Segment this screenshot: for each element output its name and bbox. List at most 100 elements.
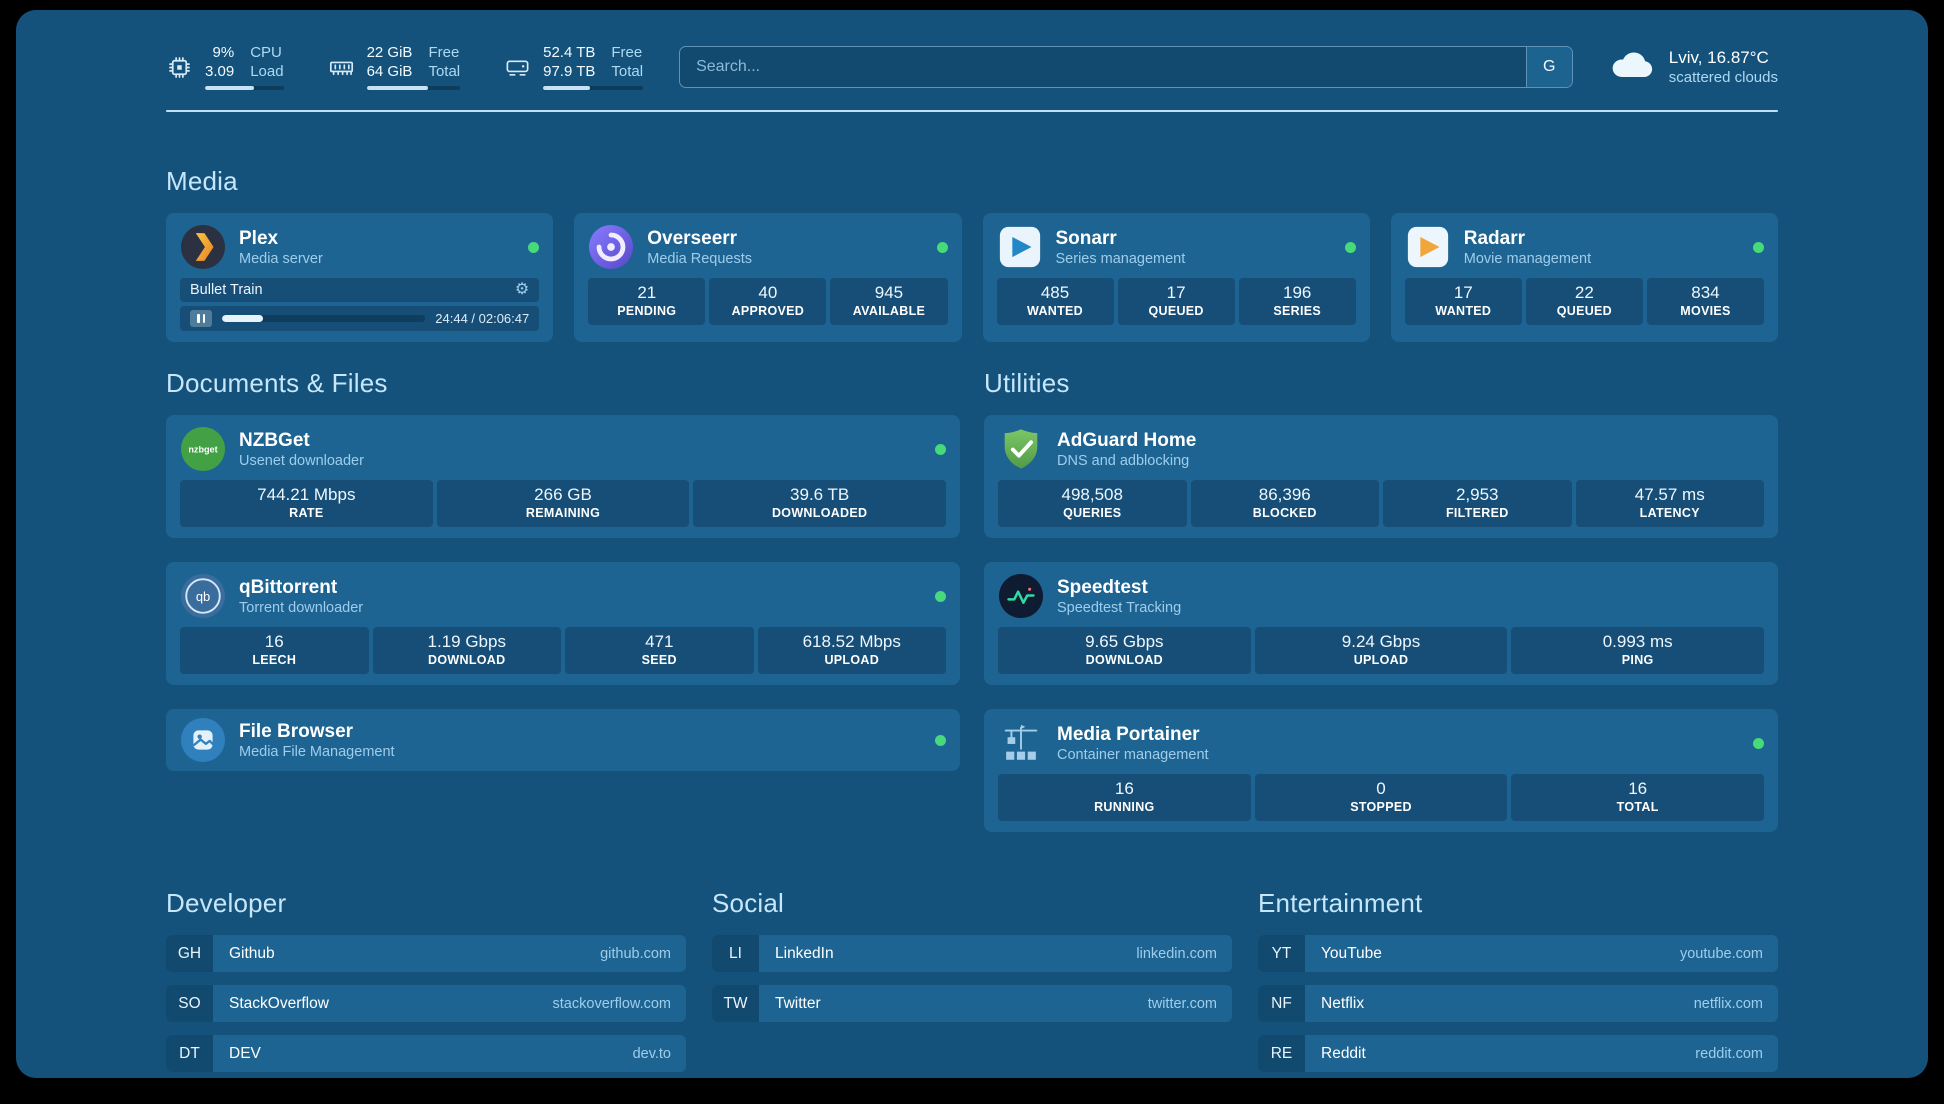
stat-total: 16 TOTAL (1511, 774, 1764, 821)
section-media: Media Plex Medi (166, 166, 1778, 342)
status-dot (935, 443, 946, 455)
status-dot (1753, 241, 1764, 253)
service-stats: 16 LEECH 1.19 Gbps DOWNLOAD 471 SEED (180, 627, 946, 674)
stat-download: 9.65 Gbps DOWNLOAD (998, 627, 1251, 674)
bookmark-abbr: DT (166, 1035, 213, 1072)
service-subtitle: Media File Management (239, 743, 395, 760)
stat-leech: 16 LEECH (180, 627, 369, 674)
service-card-qbittorrent[interactable]: qb qBittorrent Torrent downloader (166, 562, 960, 685)
bookmark-stackoverflow[interactable]: SO StackOverflow stackoverflow.com (166, 985, 686, 1022)
section-title-documents: Documents & Files (166, 368, 388, 398)
service-subtitle: Series management (1055, 250, 1186, 267)
bookmark-name: Twitter (775, 994, 821, 1012)
bookmark-youtube[interactable]: YT YouTube youtube.com (1258, 935, 1778, 972)
bookmark-name: Github (229, 944, 275, 962)
bookmark-group-entertainment: Entertainment YT YouTube youtube.com NF … (1258, 888, 1778, 1072)
bookmark-reddit[interactable]: RE Reddit reddit.com (1258, 1035, 1778, 1072)
cpu-load-label: Load (250, 63, 284, 80)
nzbget-icon: nzbget (180, 426, 226, 472)
filebrowser-icon (180, 717, 226, 763)
service-subtitle: Speedtest Tracking (1057, 599, 1182, 616)
speedtest-icon (998, 573, 1044, 619)
bookmark-linkedin[interactable]: LI LinkedIn linkedin.com (712, 935, 1232, 972)
stat-queued: 17 QUEUED (1117, 278, 1235, 325)
service-card-sonarr[interactable]: Sonarr Series management 485 WANTED 17 Q… (982, 213, 1370, 342)
disk-usage-bar (543, 86, 644, 90)
service-stats: 9.65 Gbps DOWNLOAD 9.24 Gbps UPLOAD 0.99… (998, 627, 1764, 674)
disk-total-label: Total (611, 63, 644, 80)
weather-location-temp: Lviv, 16.87°C (1668, 48, 1769, 67)
section-title-utilities: Utilities (984, 368, 1070, 398)
bookmark-netflix[interactable]: NF Netflix netflix.com (1258, 985, 1778, 1022)
cpu-usage-value: 9% (212, 44, 235, 61)
adguard-icon (998, 426, 1044, 472)
top-bar: 9% CPU 3.09 Load (166, 44, 1778, 90)
bookmark-name: DEV (229, 1044, 261, 1062)
bookmark-dev[interactable]: DT DEV dev.to (166, 1035, 686, 1072)
disk-free-value: 52.4 TB (543, 44, 596, 61)
section-title-developer: Developer (166, 888, 287, 918)
nzbget-logo-text: nzbget (188, 444, 217, 454)
bookmark-name: Netflix (1321, 994, 1365, 1012)
service-subtitle: Container management (1057, 746, 1209, 763)
resource-widgets: 9% CPU 3.09 Load (166, 44, 644, 90)
service-title: Speedtest (1057, 576, 1148, 598)
gear-icon[interactable]: ⚙ (514, 281, 530, 298)
search-provider-button[interactable]: G (1525, 47, 1572, 87)
service-title: Sonarr (1055, 227, 1117, 249)
bookmark-github[interactable]: GH Github github.com (166, 935, 686, 972)
bookmark-name: StackOverflow (229, 994, 329, 1012)
pause-icon[interactable] (190, 310, 212, 327)
bookmark-domain: netflix.com (1693, 995, 1763, 1012)
service-stats: 744.21 Mbps RATE 266 GB REMAINING 39.6 T… (180, 480, 946, 527)
stat-available: 945 AVAILABLE (830, 278, 948, 325)
bookmark-abbr: GH (166, 935, 213, 972)
bookmarks: Developer GH Github github.com SO StackO… (166, 888, 1778, 1072)
service-card-plex[interactable]: Plex Media server Bullet Train ⚙ (166, 213, 554, 342)
bookmark-abbr: YT (1258, 935, 1305, 972)
stat-ping: 0.993 ms PING (1511, 627, 1764, 674)
playback-time: 24:44 / 02:06:47 (435, 311, 530, 326)
stat-latency: 47.57 ms LATENCY (1575, 480, 1764, 527)
service-card-filebrowser[interactable]: File Browser Media File Management (166, 709, 960, 771)
bookmark-domain: github.com (600, 945, 671, 962)
bookmark-abbr: TW (712, 985, 759, 1022)
bookmark-name: YouTube (1321, 944, 1382, 962)
cloud-icon (1609, 48, 1655, 87)
service-card-radarr[interactable]: Radarr Movie management 17 WANTED 22 QUE… (1390, 213, 1778, 342)
bookmark-twitter[interactable]: TW Twitter twitter.com (712, 985, 1232, 1022)
service-card-speedtest[interactable]: Speedtest Speedtest Tracking 9.65 Gbps D… (984, 562, 1778, 685)
weather-widget: Lviv, 16.87°C scattered clouds (1609, 47, 1778, 87)
bookmark-domain: stackoverflow.com (552, 995, 671, 1012)
service-title: AdGuard Home (1057, 429, 1197, 451)
status-dot (528, 241, 540, 253)
service-stats: 21 PENDING 40 APPROVED 945 AVAILABLE (588, 278, 948, 325)
service-card-portainer[interactable]: Media Portainer Container management 16 … (984, 709, 1778, 832)
service-card-overseerr[interactable]: Overseerr Media Requests 21 PENDING 40 A… (574, 213, 962, 342)
bookmark-abbr: LI (712, 935, 759, 972)
service-card-adguard[interactable]: AdGuard Home DNS and adblocking 498,508 … (984, 415, 1778, 538)
cpu-icon (166, 54, 193, 81)
service-title: Media Portainer (1057, 723, 1200, 745)
memory-free-label: Free (428, 44, 460, 61)
memory-total-label: Total (428, 63, 461, 80)
stat-seed: 471 SEED (565, 627, 754, 674)
bookmark-domain: reddit.com (1695, 1045, 1763, 1062)
service-card-nzbget[interactable]: nzbget NZBGet Usenet downloader 74 (166, 415, 960, 538)
now-playing-title: Bullet Train (190, 282, 263, 298)
section-title-entertainment: Entertainment (1258, 888, 1423, 918)
stat-running: 16 RUNNING (998, 774, 1251, 821)
disk-free-label: Free (611, 44, 643, 61)
stat-rate: 744.21 Mbps RATE (180, 480, 433, 527)
memory-widget: 22 GiB Free 64 GiB Total (328, 44, 461, 90)
header-divider (166, 110, 1778, 112)
weather-condition: scattered clouds (1668, 69, 1778, 86)
bookmark-name: Reddit (1321, 1044, 1366, 1062)
search-input[interactable] (680, 47, 1526, 87)
stat-stopped: 0 STOPPED (1254, 774, 1508, 821)
status-dot (1753, 737, 1764, 749)
overseerr-icon (588, 224, 634, 270)
dashboard: 9% CPU 3.09 Load (16, 10, 1928, 1078)
bookmark-group-developer: Developer GH Github github.com SO StackO… (166, 888, 686, 1072)
service-subtitle: Media Requests (647, 250, 753, 267)
